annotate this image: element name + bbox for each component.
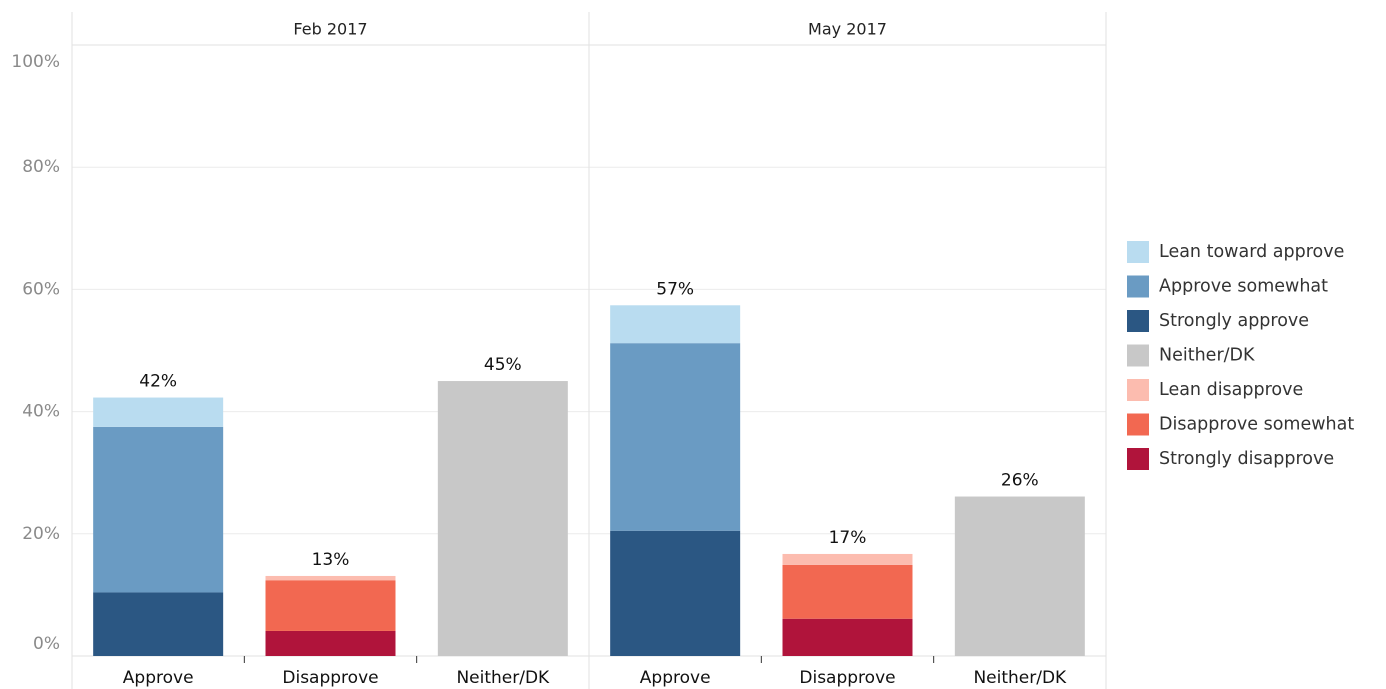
data-label: 45% xyxy=(484,355,522,375)
bar-segment xyxy=(265,575,396,581)
y-tick-label: 100% xyxy=(11,52,60,72)
legend-label: Approve somewhat xyxy=(1159,277,1328,297)
y-tick-label: 0% xyxy=(33,634,60,654)
data-label: 57% xyxy=(656,279,694,299)
legend-label: Disapprove somewhat xyxy=(1159,415,1354,435)
x-tick-label: Disapprove xyxy=(282,668,378,688)
x-tick-label: Approve xyxy=(123,668,194,688)
legend-swatch xyxy=(1127,241,1149,263)
legend-swatch xyxy=(1127,379,1149,401)
legend-swatch xyxy=(1127,275,1149,298)
bar-segment xyxy=(93,397,224,427)
bar-segment xyxy=(782,553,913,565)
bar-segment xyxy=(437,381,568,656)
y-tick-label: 60% xyxy=(22,279,60,299)
legend-label: Neither/DK xyxy=(1159,346,1255,366)
bar-segment xyxy=(265,630,396,656)
legend-label: Lean disapprove xyxy=(1159,380,1303,400)
legend-swatch xyxy=(1127,413,1149,436)
bar-segment xyxy=(610,530,741,656)
y-tick-label: 20% xyxy=(22,524,60,544)
legend-label: Lean toward approve xyxy=(1159,242,1344,262)
bar-segment xyxy=(782,564,913,619)
y-tick-label: 40% xyxy=(22,402,60,422)
legend-swatch xyxy=(1127,448,1149,470)
x-tick-label: Neither/DK xyxy=(973,668,1067,688)
bar-segment xyxy=(954,496,1085,656)
bar-segment xyxy=(782,618,913,656)
y-tick-label: 80% xyxy=(22,157,60,177)
legend-label: Strongly disapprove xyxy=(1159,449,1334,469)
legend-swatch xyxy=(1127,344,1149,367)
x-tick-label: Neither/DK xyxy=(456,668,550,688)
legend-label: Strongly approve xyxy=(1159,311,1309,331)
bar-segment xyxy=(610,343,741,531)
data-label: 13% xyxy=(312,550,350,570)
data-label: 42% xyxy=(139,372,177,392)
x-tick-label: Disapprove xyxy=(799,668,895,688)
bar-segment xyxy=(93,592,224,656)
data-label: 26% xyxy=(1001,471,1039,491)
bar-segment xyxy=(265,580,396,631)
facet-title: May 2017 xyxy=(808,20,887,39)
facet-title: Feb 2017 xyxy=(293,20,367,39)
data-label: 17% xyxy=(829,528,867,548)
bar-segment xyxy=(610,305,741,344)
legend-swatch xyxy=(1127,310,1149,332)
bar-segment xyxy=(93,426,224,593)
x-tick-label: Approve xyxy=(640,668,711,688)
